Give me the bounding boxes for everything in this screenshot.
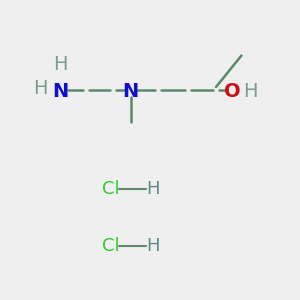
Text: Cl: Cl (102, 180, 120, 198)
Text: H: H (33, 79, 48, 98)
Text: N: N (52, 82, 68, 101)
Text: H: H (146, 237, 160, 255)
Text: N: N (122, 82, 139, 101)
Text: O: O (224, 82, 241, 101)
Text: Cl: Cl (102, 237, 120, 255)
Text: H: H (53, 55, 67, 74)
Text: H: H (146, 180, 160, 198)
Text: H: H (243, 82, 258, 101)
